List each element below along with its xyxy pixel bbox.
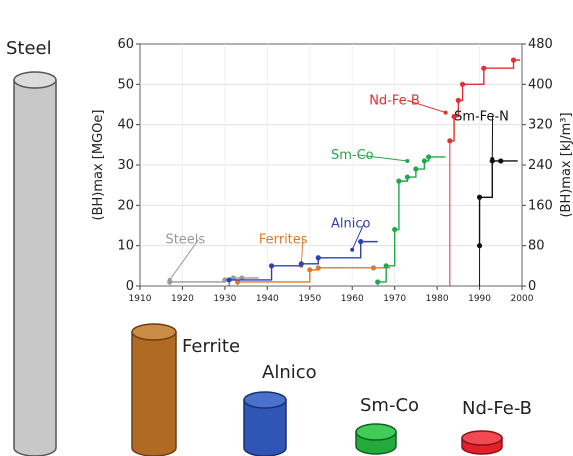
data-point [426,154,432,160]
data-point [421,158,427,164]
arrow-head [443,110,448,115]
arrow-head [490,156,495,161]
x-tick-label: 1910 [129,294,152,304]
x-tick-label: 1940 [256,294,279,304]
y-axis-right-ticks: 0 80 160 240 320 400 480 [522,37,553,294]
y-left-tick-label: 30 [117,158,134,173]
data-point [315,255,321,261]
ndfeb-cylinder [461,430,503,455]
series-label: Ferrites [259,233,308,248]
arrow-head [167,277,172,282]
series-arrow [169,239,199,281]
y-left-tick-label: 10 [117,239,134,254]
data-point [451,114,457,120]
data-point [459,81,466,87]
x-tick-label: 1930 [213,294,236,304]
series-sm-fe-n: Sm-Fe-N [454,110,518,286]
y-left-tick-label: 50 [117,77,134,92]
data-point [413,166,419,172]
y-axis-left-label: (BH)max [MGOe] [91,110,106,221]
arrow-head [405,158,410,163]
y-right-tick-label: 0 [528,279,536,294]
data-point [510,57,517,63]
ferrite-cylinder [131,323,177,456]
data-point [315,265,321,271]
data-point [370,265,377,271]
x-tick-label: 1960 [341,294,364,304]
y-left-tick-label: 20 [117,198,134,213]
series-sm-co: Sm-Co [331,148,446,286]
y-axis-right-label: (BH)max [kJ/m³] [559,112,573,217]
steel-label: Steel [6,38,52,59]
series-arrow [407,100,446,114]
series-label: Nd-Fe-B [369,94,420,109]
series-line [478,160,518,246]
data-point [476,194,483,200]
y-axis-left-ticks: 0 10 20 30 40 50 60 [117,37,140,294]
data-point [358,239,364,245]
smco-cylinder [355,423,397,455]
data-point [476,243,483,249]
y-left-tick-label: 40 [117,118,134,133]
ndfeb-label: Nd-Fe-B [462,398,533,419]
smco-label: Sm-Co [360,395,420,416]
grid [140,44,522,286]
y-right-tick-label: 400 [528,77,553,92]
x-tick-label: 2000 [511,294,534,304]
series-label: Sm-Co [331,148,374,163]
arrow-head [350,247,355,252]
series-line [229,240,378,281]
series-label: Sm-Fe-N [454,110,509,125]
y-left-tick-label: 60 [117,37,134,52]
x-tick-label: 1990 [468,294,491,304]
series-nd-fe-b: Nd-Fe-B [369,57,520,286]
data-point [230,275,236,281]
x-tick-label: 1970 [383,294,406,304]
data-point [455,97,461,104]
x-tick-label: 1920 [171,294,194,304]
x-axis-ticks: 1910 1920 1930 1940 1950 1960 1970 1980 1990 2000 [129,286,534,304]
data-point [222,277,228,283]
y-right-tick-label: 480 [528,37,553,52]
y-right-tick-label: 240 [528,158,553,173]
data-point [404,174,410,180]
data-point [307,267,313,273]
series-label: Steels [165,233,205,248]
data-point [375,279,381,285]
data-point [268,263,275,269]
data-point [396,178,402,184]
x-tick-label: 1980 [426,294,449,304]
series-line [449,59,520,142]
data-point [235,279,241,285]
series-alnico: Alnico [226,217,378,286]
series-arrow [358,154,408,162]
data-point [383,263,389,269]
data-point [239,275,245,281]
data-point [447,138,453,144]
ferrite-label: Ferrite [182,336,241,357]
series-label: Alnico [331,217,371,232]
data-point [481,65,487,71]
data-point [298,261,304,267]
y-right-tick-label: 80 [528,239,545,254]
y-right-tick-label: 160 [528,198,553,213]
alnico-label: Alnico [262,362,317,383]
data-point [226,277,232,283]
series-group: Steels Ferrites Alnico Sm-Co Nd-Fe-B Sm-Fe-N [165,57,520,286]
y-right-tick-label: 320 [528,118,553,133]
y-left-tick-label: 0 [126,279,134,294]
x-tick-label: 1950 [298,294,321,304]
data-point [498,158,504,164]
data-point [392,226,398,233]
series-arrow [351,223,365,250]
